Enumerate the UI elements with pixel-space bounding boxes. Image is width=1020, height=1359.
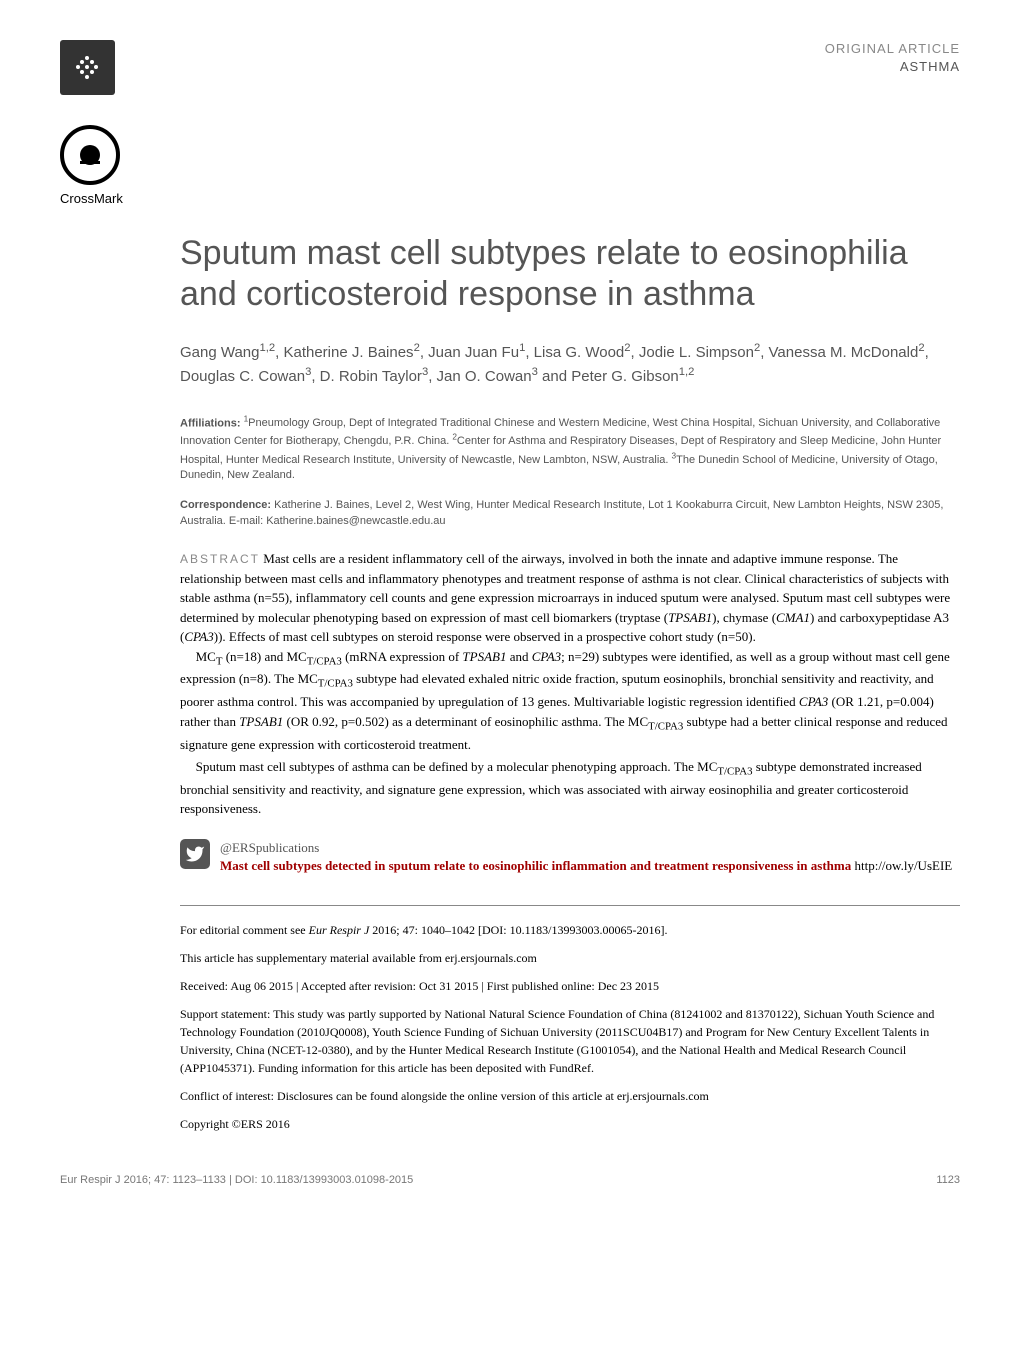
affiliations: Affiliations: 1Pneumology Group, Dept of…: [180, 414, 960, 484]
support-statement: Support statement: This study was partly…: [180, 1005, 960, 1077]
page-footer: Eur Respir J 2016; 47: 1123–1133 | DOI: …: [60, 1173, 960, 1188]
abstract-label: ABSTRACT: [180, 552, 260, 566]
content-column: Sputum mast cell subtypes relate to eosi…: [180, 233, 960, 1133]
affiliations-label: Affiliations:: [180, 417, 241, 429]
footer-page-number: 1123: [936, 1173, 960, 1188]
divider: [180, 905, 960, 906]
crossmark-icon: [60, 125, 120, 185]
abstract-p4: Sputum mast cell subtypes of asthma can …: [180, 757, 960, 819]
affiliations-text: 1Pneumology Group, Dept of Integrated Tr…: [180, 417, 941, 480]
twitter-handle: @ERSpublications: [220, 839, 952, 857]
abstract: ABSTRACT Mast cells are a resident infla…: [180, 549, 960, 819]
editorial-note: For editorial comment see Eur Respir J 2…: [180, 921, 960, 939]
correspondence: Correspondence: Katherine J. Baines, Lev…: [180, 498, 960, 529]
authors: Gang Wang1,2, Katherine J. Baines2, Juan…: [180, 340, 960, 389]
conflict-statement: Conflict of interest: Disclosures can be…: [180, 1087, 960, 1105]
journal-logo: [60, 40, 115, 95]
copyright: Copyright ©ERS 2016: [180, 1115, 960, 1133]
section-label: ASTHMA: [825, 58, 960, 76]
page-header: ORIGINAL ARTICLE ASTHMA: [60, 40, 960, 95]
article-type: ORIGINAL ARTICLE: [825, 40, 960, 58]
twitter-highlight: Mast cell subtypes detected in sputum re…: [220, 858, 851, 873]
supplementary-note: This article has supplementary material …: [180, 949, 960, 967]
crossmark-badge[interactable]: CrossMark: [60, 125, 123, 208]
article-title: Sputum mast cell subtypes relate to eosi…: [180, 233, 960, 315]
header-labels: ORIGINAL ARTICLE ASTHMA: [825, 40, 960, 76]
correspondence-text: Katherine J. Baines, Level 2, West Wing,…: [180, 499, 943, 526]
twitter-text: @ERSpublications Mast cell subtypes dete…: [220, 839, 952, 875]
crossmark-label: CrossMark: [60, 190, 123, 208]
correspondence-label: Correspondence:: [180, 499, 271, 511]
footnotes: For editorial comment see Eur Respir J 2…: [180, 921, 960, 1133]
footer-citation: Eur Respir J 2016; 47: 1123–1133 | DOI: …: [60, 1173, 413, 1188]
twitter-icon: [180, 839, 210, 869]
twitter-link[interactable]: http://ow.ly/UsEIE: [851, 858, 952, 873]
ers-publications-block: @ERSpublications Mast cell subtypes dete…: [180, 839, 960, 875]
dates-note: Received: Aug 06 2015 | Accepted after r…: [180, 977, 960, 995]
abstract-p3: MCT (n=18) and MCT/CPA3 (mRNA expression…: [180, 647, 960, 754]
